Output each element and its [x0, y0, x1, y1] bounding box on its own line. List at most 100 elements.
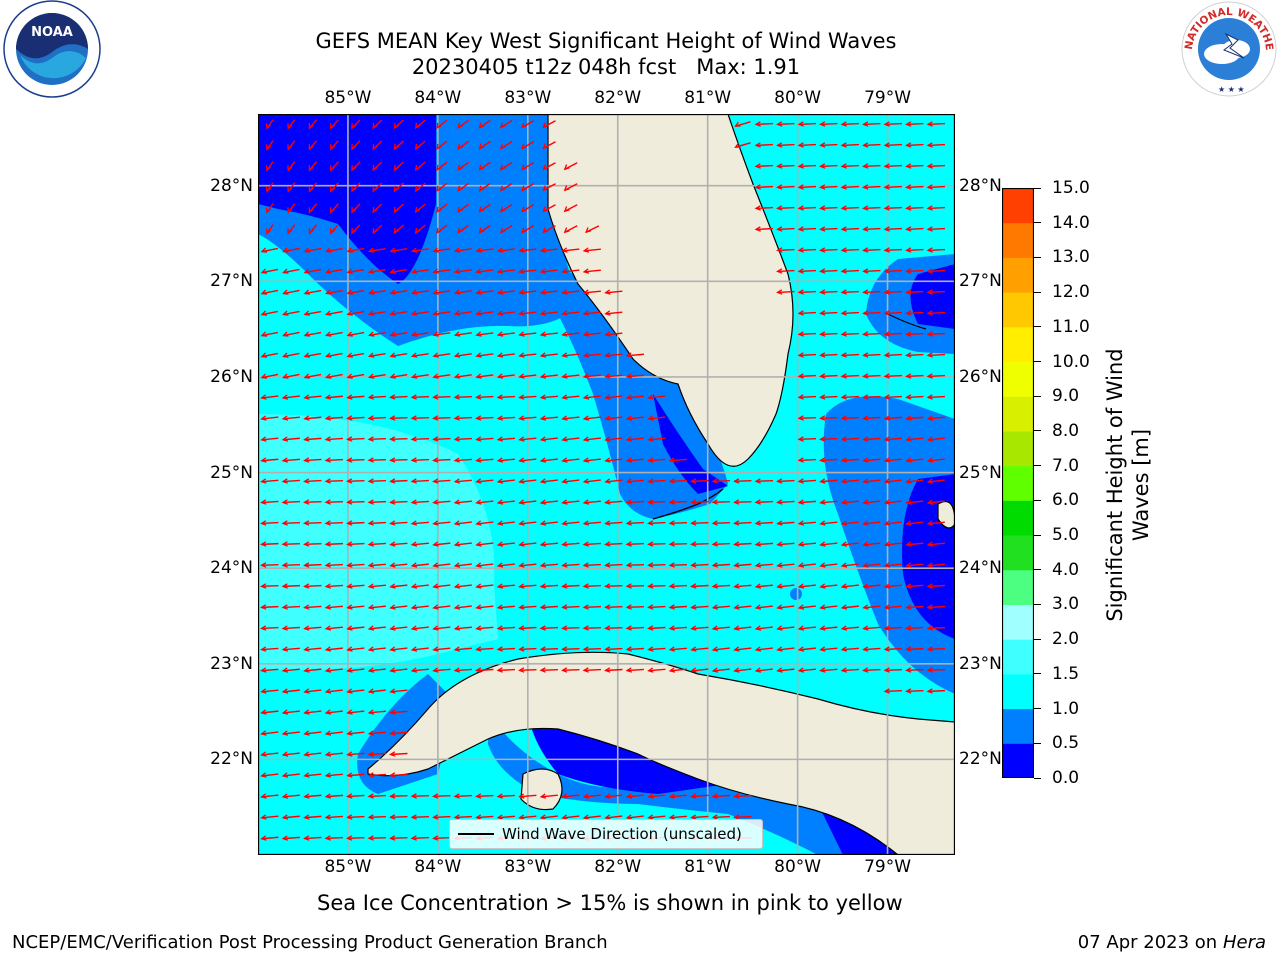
- direction-arrowhead: [733, 646, 740, 652]
- direction-arrowhead: [518, 562, 525, 568]
- direction-arrowhead: [754, 121, 761, 127]
- direction-arrow: [541, 416, 558, 420]
- direction-arrowhead: [453, 814, 460, 820]
- direction-arrowhead: [561, 352, 568, 358]
- direction-arrowhead: [883, 499, 891, 505]
- direction-arrowhead: [539, 310, 547, 316]
- direction-arrowhead: [330, 165, 336, 172]
- direction-arrowhead: [797, 499, 805, 505]
- direction-arrowhead: [797, 625, 805, 631]
- direction-arrowhead: [414, 227, 421, 235]
- direction-arrow: [347, 268, 365, 274]
- direction-arrowhead: [475, 436, 482, 442]
- direction-arrow: [670, 794, 687, 798]
- direction-arrow: [884, 374, 903, 378]
- direction-arrowhead: [561, 394, 568, 400]
- direction-arrowhead: [281, 394, 289, 400]
- direction-arrow: [927, 332, 946, 336]
- direction-arrow: [540, 668, 559, 672]
- direction-arrow: [820, 269, 838, 273]
- direction-arrow: [347, 310, 365, 316]
- direction-arrow: [412, 248, 429, 252]
- direction-arrowhead: [905, 331, 912, 337]
- direction-arrowhead: [372, 186, 378, 193]
- direction-arrow: [777, 521, 795, 525]
- direction-arrowhead: [282, 352, 289, 358]
- direction-arrowhead: [883, 457, 891, 463]
- direction-arrowhead: [287, 207, 293, 214]
- colorbar-tick-mark: [1034, 291, 1041, 293]
- direction-arrow: [412, 563, 429, 567]
- direction-arrow: [799, 479, 816, 483]
- direction-arrowhead: [475, 604, 482, 610]
- direction-arrow: [326, 416, 343, 420]
- direction-arrowhead: [351, 186, 357, 193]
- direction-arrow: [455, 479, 472, 483]
- direction-arrow: [541, 311, 558, 315]
- direction-arrow: [691, 605, 709, 609]
- direction-arrow: [712, 521, 731, 525]
- direction-arrowhead: [260, 583, 267, 589]
- direction-arrowhead: [346, 520, 353, 526]
- direction-arrowhead: [260, 478, 267, 484]
- direction-arrow: [304, 373, 322, 379]
- direction-arrowhead: [281, 478, 288, 484]
- direction-arrowhead: [367, 583, 375, 589]
- direction-arrowhead: [563, 227, 570, 234]
- direction-arrowhead: [475, 562, 482, 568]
- lat-label: 27°N: [959, 271, 1002, 292]
- direction-arrow: [283, 395, 300, 399]
- direction-arrowhead: [905, 604, 912, 610]
- direction-arrowhead: [647, 814, 654, 820]
- direction-arrow: [498, 269, 515, 273]
- direction-arrowhead: [840, 436, 847, 442]
- direction-arrowhead: [346, 604, 353, 610]
- direction-arrow: [820, 227, 838, 231]
- direction-arrow: [283, 373, 300, 379]
- legend-line-icon: [458, 833, 494, 835]
- direction-arrowhead: [475, 814, 482, 820]
- direction-arrow: [498, 479, 515, 483]
- direction-arrowhead: [905, 121, 912, 127]
- direction-arrowhead: [604, 604, 611, 610]
- direction-arrowhead: [840, 499, 848, 505]
- direction-arrowhead: [499, 122, 506, 129]
- direction-arrow: [820, 542, 838, 546]
- direction-arrowhead: [647, 646, 654, 652]
- direction-arrow: [390, 479, 408, 483]
- direction-arrowhead: [518, 583, 525, 589]
- direction-arrow: [412, 647, 429, 651]
- direction-arrow: [842, 437, 859, 441]
- direction-arrow: [326, 247, 343, 253]
- direction-arrow: [326, 626, 343, 630]
- direction-arrow: [390, 416, 408, 420]
- direction-arrow: [842, 479, 859, 483]
- direction-arrowhead: [346, 394, 353, 400]
- direction-arrowhead: [625, 814, 633, 820]
- direction-arrowhead: [862, 205, 869, 211]
- lat-label: 26°N: [959, 366, 1002, 387]
- direction-arrow: [669, 584, 688, 588]
- direction-arrowhead: [905, 394, 912, 400]
- direction-arrowhead: [389, 436, 396, 442]
- direction-arrow: [369, 626, 386, 630]
- direction-arrowhead: [260, 814, 267, 820]
- direction-arrow: [884, 668, 903, 672]
- direction-arrowhead: [521, 227, 528, 234]
- direction-arrowhead: [324, 583, 332, 589]
- direction-arrow: [347, 331, 365, 337]
- direction-arrow: [605, 563, 623, 567]
- direction-arrow: [627, 395, 644, 399]
- direction-arrow: [476, 668, 494, 672]
- direction-arrowhead: [410, 352, 418, 358]
- direction-arrowhead: [561, 793, 568, 799]
- direction-arrowhead: [819, 478, 826, 484]
- direction-arrowhead: [862, 163, 869, 169]
- direction-arrowhead: [840, 394, 847, 400]
- direction-arrow: [476, 605, 494, 609]
- direction-arrowhead: [668, 646, 676, 652]
- colorbar-swatch: [1002, 743, 1034, 779]
- direction-arrow: [498, 521, 515, 525]
- direction-arrow: [927, 647, 946, 651]
- direction-arrowhead: [539, 541, 547, 547]
